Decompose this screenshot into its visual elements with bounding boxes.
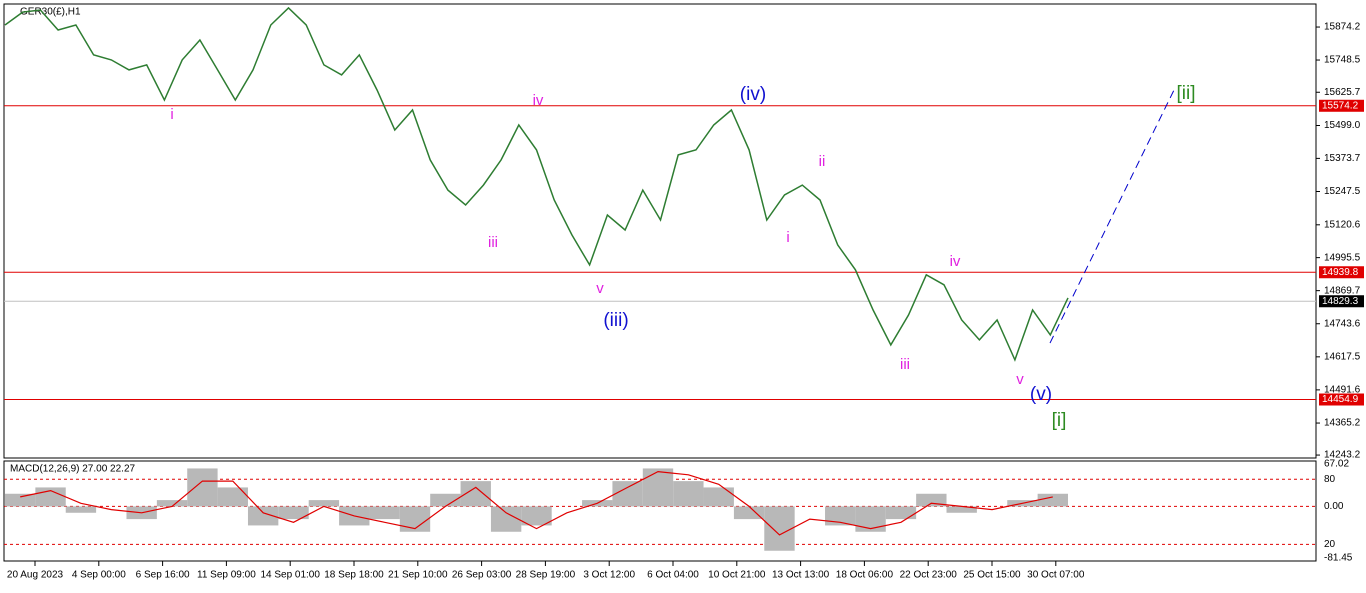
- x-tick-label: 25 Oct 15:00: [963, 570, 1021, 581]
- macd-bar: [5, 493, 36, 507]
- x-tick-label: 6 Sep 16:00: [136, 570, 190, 581]
- x-tick-label: 11 Sep 09:00: [197, 570, 256, 581]
- macd-tick-label: 80: [1324, 474, 1336, 485]
- wave-label: (v): [1030, 384, 1052, 405]
- macd-title: MACD(12,26,9) 27.00 22.27: [10, 464, 136, 475]
- macd-bar: [764, 506, 795, 551]
- y-tick-label: 15625.7: [1324, 87, 1361, 98]
- macd-bar: [1037, 493, 1068, 507]
- macd-bar: [855, 506, 886, 532]
- macd-bar: [946, 506, 977, 513]
- macd-bar: [885, 506, 917, 520]
- y-tick-label: 15748.5: [1324, 55, 1361, 66]
- x-tick-label: 13 Oct 13:00: [772, 570, 830, 581]
- level-tag: [1319, 295, 1364, 308]
- macd-bar: [399, 506, 431, 532]
- macd-tick-label: 67.02: [1324, 459, 1349, 470]
- macd-bar: [642, 468, 674, 507]
- y-tick-label: 14491.6: [1324, 385, 1361, 396]
- level-tag: [1319, 266, 1364, 279]
- y-tick-label: 14743.6: [1324, 318, 1361, 329]
- macd-bar: [490, 506, 522, 532]
- price-line: [4, 6, 1069, 362]
- macd-bar: [369, 506, 400, 520]
- level-label: 14829.3: [1322, 296, 1359, 307]
- macd-pane: [3, 460, 1317, 562]
- wave-label: iv: [533, 92, 544, 109]
- level-label: 14454.9: [1322, 394, 1359, 405]
- macd-bar: [521, 506, 552, 526]
- y-tick-label: 15247.5: [1324, 186, 1361, 197]
- macd-bar: [65, 506, 97, 513]
- macd-tick-label: 20: [1324, 539, 1336, 550]
- x-tick-label: 22 Oct 23:00: [900, 570, 958, 581]
- x-tick-label: 18 Oct 06:00: [836, 570, 894, 581]
- x-tick-label: 30 Oct 07:00: [1027, 570, 1085, 581]
- level-tag: [1319, 393, 1364, 406]
- y-tick-label: 15499.0: [1324, 120, 1361, 131]
- macd-bar: [733, 506, 765, 520]
- macd-bar: [156, 500, 188, 507]
- y-tick-label: 15373.7: [1324, 153, 1361, 164]
- macd-bar: [612, 481, 643, 507]
- x-tick-label: 20 Aug 2023: [7, 570, 64, 581]
- price-pane: [3, 3, 1317, 459]
- wave-label: v: [1016, 371, 1024, 388]
- macd-signal: [20, 470, 1053, 536]
- y-tick-label: 15874.2: [1324, 22, 1361, 33]
- level-tag: [1319, 99, 1364, 112]
- level-label: 14939.8: [1322, 267, 1359, 278]
- wave-label: i: [786, 229, 789, 246]
- y-tick-label: 14243.2: [1324, 450, 1361, 461]
- x-tick-label: 14 Sep 01:00: [260, 570, 320, 581]
- macd-bar: [673, 481, 704, 507]
- macd-bar: [247, 506, 279, 526]
- wave-label: [ii]: [1177, 83, 1196, 104]
- y-tick-label: 14617.5: [1324, 351, 1361, 362]
- y-tick-label: 14365.2: [1324, 418, 1361, 429]
- x-tick-label: 3 Oct 12:00: [583, 570, 635, 581]
- y-tick-label: 14869.7: [1324, 285, 1361, 296]
- macd-bar: [430, 493, 461, 507]
- x-tick-label: 26 Sep 03:00: [452, 570, 512, 581]
- x-tick-label: 10 Oct 21:00: [708, 570, 766, 581]
- macd-bar: [916, 493, 947, 507]
- level-label: 15574.2: [1322, 100, 1359, 111]
- x-tick-label: 18 Sep 18:00: [324, 570, 384, 581]
- macd-bar: [825, 506, 856, 526]
- chart-title: GER30(£),H1: [20, 7, 81, 18]
- x-tick-label: 28 Sep 19:00: [516, 570, 576, 581]
- projection-line: [1049, 87, 1176, 344]
- wave-label: iii: [488, 234, 498, 251]
- macd-tick-label: 0.00: [1324, 501, 1344, 512]
- wave-label: (iii): [603, 310, 628, 331]
- wave-label: ii: [819, 153, 826, 170]
- macd-bar: [308, 500, 340, 507]
- macd-bar: [217, 487, 248, 507]
- wave-label: iii: [900, 356, 910, 373]
- macd-bar: [278, 506, 309, 520]
- macd-tick-label: -81.45: [1324, 553, 1353, 564]
- wave-label: (iv): [740, 84, 766, 105]
- wave-label: v: [596, 280, 604, 297]
- x-tick-label: 6 Oct 04:00: [647, 570, 699, 581]
- y-tick-label: 15120.6: [1324, 219, 1361, 230]
- wave-label: [i]: [1052, 410, 1067, 431]
- wave-label: i: [170, 106, 173, 123]
- y-tick-label: 14995.5: [1324, 252, 1361, 263]
- macd-bar: [703, 487, 734, 507]
- x-tick-label: 4 Sep 00:00: [72, 570, 126, 581]
- macd-bar: [187, 468, 218, 507]
- wave-label: iv: [950, 253, 961, 270]
- x-tick-label: 21 Sep 10:00: [388, 570, 448, 581]
